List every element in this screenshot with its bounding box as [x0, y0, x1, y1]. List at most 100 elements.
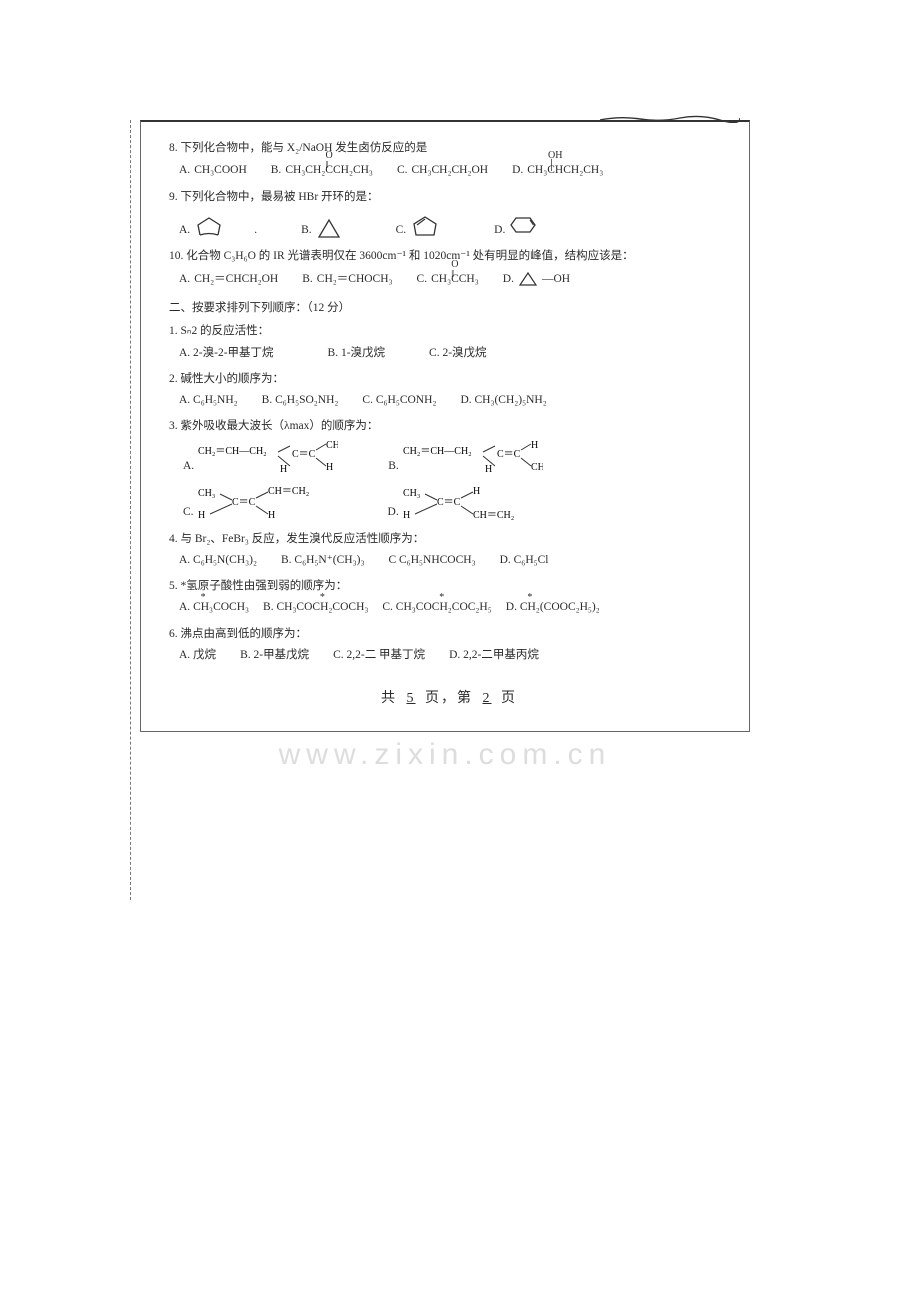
- svg-text:C＝C: C＝C: [232, 497, 256, 508]
- s2-5: 5. *氢原子酸性由强到弱的顺序为： A. CH₃*COCH₃ B. CH₃CO…: [169, 578, 729, 617]
- s2-3-d-label: D.: [388, 504, 399, 521]
- svg-text:H: H: [326, 462, 333, 473]
- exam-page: 8. 下列化合物中，能与 X₂/NaOH 发生卤仿反应的是 A. CH₃COOH…: [140, 120, 750, 732]
- q9-opt-d: D.: [494, 211, 537, 239]
- q9-opt-c: C.: [396, 213, 441, 239]
- q10-a-label: A.: [179, 271, 190, 288]
- page-footer: 共 5 页，第 2 页: [169, 688, 729, 709]
- q10-c-top: O: [451, 259, 458, 270]
- star-c: *: [439, 590, 444, 605]
- q10-title: 10. 化合物 C₃H₆O 的 IR 光谱表明仅在 3600cm⁻¹ 和 102…: [169, 248, 729, 265]
- s2-3-a-label: A.: [183, 458, 194, 475]
- s2-1: 1. Sₙ2 的反应活性： A. 2-溴-2-甲基丁烷 B. 1-溴戊烷 C. …: [169, 323, 729, 362]
- star-b: *: [320, 590, 325, 605]
- svg-text:CH₂＝CH—CH₂: CH₂＝CH—CH₂: [403, 446, 472, 457]
- q8-c-formula: CH₃CH₂CH₂OH: [412, 162, 489, 179]
- diene-c-icon: CH₃ H C＝C CH＝CH₂ H: [198, 486, 338, 522]
- s2-3-c: C. CH₃ H C＝C CH＝CH₂ H: [183, 486, 338, 522]
- epoxide-icon: [518, 270, 538, 288]
- cyclopentane-oxide-icon: [194, 215, 224, 239]
- svg-text:C＝C: C＝C: [292, 449, 316, 460]
- cyclohexene-icon: [509, 211, 537, 239]
- s2-5-c: C. CH₃COCH₂*COC₂H₅: [382, 599, 491, 616]
- q10-b-formula: CH₂＝CHOCH₃: [317, 271, 393, 288]
- q8-b-formula: CH₃CH₂CO‖CH₂CH₃: [285, 162, 373, 179]
- q10-a-formula: CH₂＝CHCH₂OH: [194, 271, 278, 288]
- q9-options: A. . B. C. D.: [179, 211, 729, 239]
- s2-2-c: C. C₆H₅CONH₂: [362, 392, 436, 409]
- s2-2-d: D. CH₃(CH₂)₅NH₂: [460, 392, 546, 409]
- s2-6-b: B. 2-甲基戊烷: [240, 647, 309, 664]
- s2-4-a: A. C₆H₅N(CH₃)₂: [179, 552, 257, 569]
- q9-c-label: C.: [396, 222, 407, 239]
- s2-3: 3. 紫外吸收最大波长（λmax）的顺序为： A. CH₂＝CH—CH₂ H C…: [169, 418, 729, 521]
- s2-4-title: 4. 与 Br₂、FeBr₃ 反应，发生溴代反应活性顺序为：: [169, 531, 729, 548]
- s2-3-b: B. CH₂＝CH—CH₂ H C＝C H CH₃: [388, 440, 543, 476]
- s2-6-a: A. 戊烷: [179, 647, 216, 664]
- s2-1-title: 1. Sₙ2 的反应活性：: [169, 323, 729, 340]
- section-2-heading: 二、按要求排列下列顺序：（12 分）: [169, 300, 729, 317]
- s2-5-title: 5. *氢原子酸性由强到弱的顺序为：: [169, 578, 729, 595]
- question-8: 8. 下列化合物中，能与 X₂/NaOH 发生卤仿反应的是 A. CH₃COOH…: [169, 140, 729, 180]
- foot-post: 页: [501, 691, 517, 706]
- s2-2-a: A. C₆H₅NH₂: [179, 392, 238, 409]
- svg-text:C＝C: C＝C: [497, 449, 521, 460]
- q10-opt-a: A. CH₂＝CHCH₂OH: [179, 271, 278, 288]
- q8-options: A. CH₃COOH B. CH₃CH₂CO‖CH₂CH₃ C. CH₃CH₂C…: [179, 162, 729, 179]
- cyclopentene-icon: [410, 213, 440, 239]
- svg-text:CH₃: CH₃: [326, 440, 338, 451]
- svg-text:CH₃: CH₃: [198, 488, 215, 499]
- q10-c-formula: CH₃CO‖CH₃: [431, 271, 479, 288]
- foot-cur: 2: [479, 691, 496, 706]
- q9-title: 9. 下列化合物中，最易被 HBr 开环的是：: [169, 189, 729, 206]
- q10-options: A. CH₂＝CHCH₂OH B. CH₂＝CHOCH₃ C. CH₃CO‖CH…: [179, 270, 729, 288]
- s2-5-b: B. CH₃COCH₂*COCH₃: [263, 599, 368, 616]
- s2-1-b: B. 1-溴戊烷: [328, 345, 386, 362]
- q8-c-label: C.: [397, 162, 408, 179]
- watermark-text: www.zixin.com.cn: [279, 732, 612, 777]
- q8-title: 8. 下列化合物中，能与 X₂/NaOH 发生卤仿反应的是: [169, 140, 729, 157]
- svg-text:CH＝CH₂: CH＝CH₂: [268, 486, 309, 497]
- q9-opt-b: B.: [301, 217, 342, 239]
- question-10: 10. 化合物 C₃H₆O 的 IR 光谱表明仅在 3600cm⁻¹ 和 102…: [169, 248, 729, 288]
- question-9: 9. 下列化合物中，最易被 HBr 开环的是： A. . B. C.: [169, 189, 729, 239]
- svg-text:CH＝CH₂: CH＝CH₂: [473, 510, 514, 521]
- q10-b-label: B.: [302, 271, 313, 288]
- q8-d-top: OH: [548, 150, 562, 161]
- s2-4-b: B. C₆H₅N⁺(CH₃)₃: [281, 552, 364, 569]
- q8-d-label: D.: [512, 162, 523, 179]
- s2-6-c: C. 2,2-二 甲基丁烷: [333, 647, 425, 664]
- s2-3-d: D. CH₃ H C＝C H CH＝CH₂: [388, 486, 543, 522]
- foot-total: 5: [403, 691, 420, 706]
- q8-b-top: O: [326, 150, 333, 161]
- q8-d-formula: CH₃CHOH│CH₂CH₃: [527, 162, 603, 179]
- s2-5-d: D. CH₂*(COOC₂H₅)₂: [506, 599, 600, 616]
- q10-opt-c: C. CH₃CO‖CH₃: [417, 271, 479, 288]
- q10-d-tail: —OH: [542, 271, 570, 288]
- q9-a-label: A.: [179, 222, 190, 239]
- svg-text:CH₃: CH₃: [403, 488, 420, 499]
- s2-4-d: D. C₆H₅Cl: [500, 552, 549, 569]
- svg-text:H: H: [473, 486, 480, 497]
- q8-b-label: B.: [271, 162, 282, 179]
- diene-b-icon: CH₂＝CH—CH₂ H C＝C H CH₃: [403, 440, 543, 476]
- svg-text:H: H: [403, 510, 410, 521]
- q9-opt-a: A.: [179, 215, 224, 239]
- left-margin-rule: [130, 120, 131, 900]
- s2-1-c: C. 2-溴戊烷: [429, 345, 487, 362]
- s2-3-title: 3. 紫外吸收最大波长（λmax）的顺序为：: [169, 418, 729, 435]
- q9-b-label: B.: [301, 222, 312, 239]
- s2-2-b: B. C₆H₅SO₂NH₂: [262, 392, 339, 409]
- svg-text:CH₃: CH₃: [531, 462, 543, 473]
- s2-2: 2. 碱性大小的顺序为： A. C₆H₅NH₂ B. C₆H₅SO₂NH₂ C.…: [169, 371, 729, 410]
- q8-opt-a: A. CH₃COOH: [179, 162, 247, 179]
- svg-text:H: H: [268, 510, 275, 521]
- foot-pre: 共: [381, 691, 397, 706]
- q8-a-label: A.: [179, 162, 190, 179]
- s2-4-c: C C₆H₅NHCOCH₃: [388, 552, 475, 569]
- q8-opt-b: B. CH₃CH₂CO‖CH₂CH₃: [271, 162, 373, 179]
- s2-3-c-label: C.: [183, 504, 194, 521]
- diene-d-icon: CH₃ H C＝C H CH＝CH₂: [403, 486, 543, 522]
- q10-c-label: C.: [417, 271, 428, 288]
- s2-6: 6. 沸点由高到低的顺序为： A. 戊烷 B. 2-甲基戊烷 C. 2,2-二 …: [169, 626, 729, 665]
